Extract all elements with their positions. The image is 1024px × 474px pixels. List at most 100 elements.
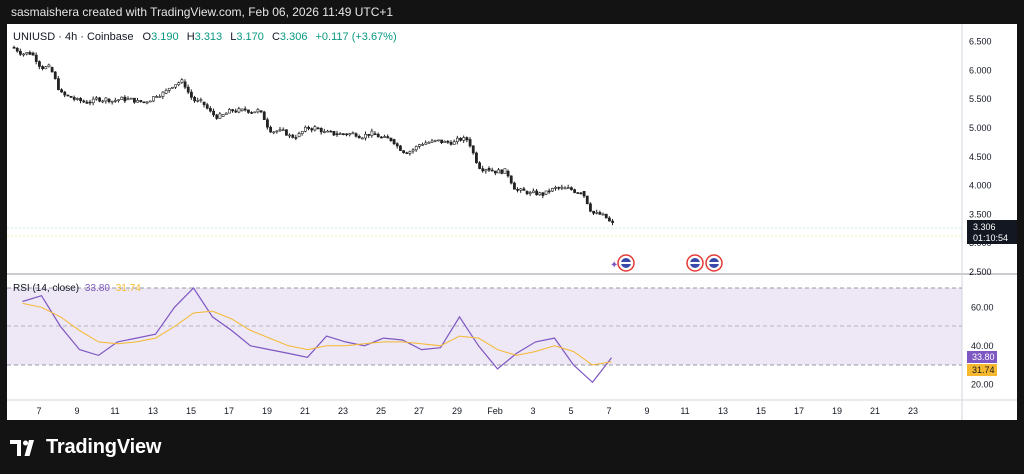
candle-body — [608, 217, 611, 222]
candle-body — [342, 133, 345, 135]
candle-body — [376, 134, 380, 138]
us-event-flag-icon[interactable] — [705, 254, 723, 272]
candle-body — [519, 188, 523, 191]
time-tick-label: 23 — [338, 406, 348, 416]
candle-body — [329, 130, 333, 133]
candle-body — [348, 133, 352, 136]
price-tick-label: 5.500 — [969, 94, 992, 104]
candle-body — [437, 139, 440, 142]
rsi-ma-badge: 31.74 — [967, 364, 997, 376]
time-axis[interactable]: 7 9 11 13 15 17 19 21 23 25 27 29 Feb 3 5 7 9 11 13 15 17 19 2… — [36, 406, 918, 416]
candle-body — [79, 98, 83, 102]
legend-symbol[interactable]: UNIUSD · 4h · Coinbase O3.190 H3.313 L3.… — [13, 31, 397, 43]
candle-body — [579, 192, 583, 195]
candle-body — [611, 220, 615, 223]
candle-body — [262, 111, 266, 120]
candle-body — [351, 132, 355, 135]
candle-body — [532, 190, 535, 193]
price-tick-label: 4.000 — [969, 181, 992, 191]
tradingview-logo[interactable]: TradingView — [10, 436, 161, 459]
candle-body — [142, 101, 146, 104]
candle-body — [535, 190, 539, 196]
candle-body — [117, 99, 121, 102]
candle-body — [563, 187, 567, 190]
candle-body — [123, 96, 127, 102]
rsi-series — [22, 287, 612, 384]
us-event-flag-icon[interactable] — [617, 254, 635, 272]
candle-body — [47, 64, 51, 68]
time-tick-label: 9 — [74, 406, 79, 416]
candle-body — [66, 94, 70, 97]
candle-body — [167, 87, 171, 91]
us-event-flag-icon[interactable] — [686, 254, 704, 272]
time-tick-label: 7 — [36, 406, 41, 416]
candle-body — [513, 182, 516, 190]
chart-canvas[interactable]: UNIUSD · 4h · Coinbase O3.190 H3.313 L3.… — [7, 24, 1017, 420]
candle-body — [272, 131, 276, 134]
candle-body — [224, 112, 228, 115]
candle-body — [319, 128, 323, 133]
rsi-ma-badge-value: 31.74 — [972, 365, 995, 375]
time-tick-label: 7 — [606, 406, 611, 416]
candle-body — [576, 192, 580, 194]
rsi-legend[interactable]: RSI (14, close) 33.80 31.74 — [13, 283, 141, 294]
candle-body — [228, 109, 231, 114]
candle-body — [41, 66, 45, 70]
candle-body — [462, 137, 466, 141]
candle-body — [487, 167, 491, 171]
rsi-badge-value: 33.80 — [972, 352, 995, 362]
candle-body — [114, 100, 117, 102]
candle-body — [538, 192, 542, 196]
legend-interval: 4h — [65, 31, 77, 43]
candle-body — [205, 104, 209, 109]
candle-body — [414, 146, 418, 151]
time-tick-label: 17 — [794, 406, 804, 416]
candle-body — [411, 149, 415, 152]
candle-body — [57, 78, 60, 90]
candle-body — [155, 96, 159, 98]
candle-body — [158, 96, 162, 98]
time-tick-label: 11 — [110, 406, 119, 416]
candle-body — [126, 98, 130, 101]
candle-body — [468, 139, 472, 147]
candle-body — [60, 89, 64, 93]
legend-h-value: 3.313 — [195, 31, 223, 43]
candle-body — [202, 101, 206, 106]
candle-body — [221, 114, 225, 117]
event-markers[interactable]: ✦ — [610, 254, 723, 272]
rsi-axis[interactable]: 60.00 40.00 20.00 — [971, 302, 994, 389]
candle-body — [259, 110, 263, 113]
candle-body — [573, 189, 577, 193]
candle-body — [129, 97, 133, 100]
candle-body — [459, 137, 463, 141]
price-tick-label: 5.000 — [969, 123, 992, 133]
chart-frame[interactable]: UNIUSD · 4h · Coinbase O3.190 H3.313 L3.… — [7, 24, 1017, 420]
candle-body — [69, 95, 73, 98]
candle-body — [554, 187, 558, 189]
candle-body — [357, 136, 361, 139]
candle-body — [180, 79, 184, 83]
candle-body — [152, 96, 155, 102]
candle-body — [323, 131, 326, 133]
candle-body — [88, 101, 92, 104]
candle-body — [266, 119, 269, 128]
candle-body — [490, 169, 494, 172]
candle-body — [281, 129, 285, 132]
candle-body — [231, 109, 235, 112]
candle-body — [218, 113, 222, 119]
legend-change: +0.117 (+3.67%) — [316, 31, 397, 43]
time-tick-label: 13 — [148, 406, 158, 416]
rsi-tick-label: 20.00 — [971, 379, 994, 389]
candle-body — [15, 47, 19, 52]
candle-body — [430, 140, 434, 143]
candle-body — [418, 144, 421, 147]
earnings-marker-icon[interactable]: ✦ — [610, 260, 618, 271]
candle-body — [297, 133, 301, 137]
candle-body — [212, 110, 216, 116]
footer-bar — [0, 420, 1024, 474]
candle-body — [12, 46, 16, 49]
time-tick-label: 21 — [870, 406, 880, 416]
candle-body — [101, 100, 105, 103]
candle-body — [25, 52, 29, 55]
price-tick-label: 6.000 — [969, 65, 992, 75]
